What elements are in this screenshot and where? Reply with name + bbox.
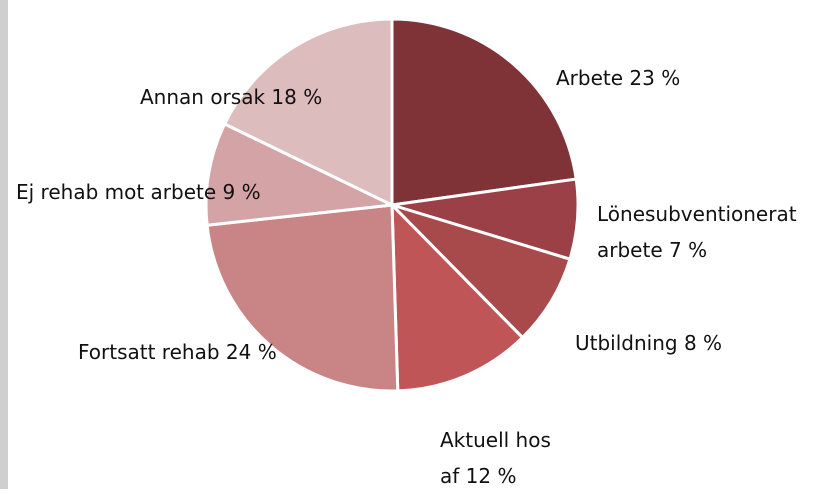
slice-label: Annan orsak 18 % (140, 79, 400, 115)
category-label: Arbete (556, 66, 624, 90)
slice-label: Ej rehab mot arbete 9 % (16, 174, 316, 210)
pie-slice (204, 121, 398, 227)
value-label: 24 % (225, 340, 277, 364)
slice-label: Aktuell hos af 12 % (440, 422, 570, 494)
value-label: 8 % (683, 331, 723, 355)
slice-label: Utbildning 8 % (575, 325, 815, 361)
value-label: 7 % (668, 238, 708, 262)
category-label: Ej rehab mot arbete (16, 180, 217, 204)
slice-label: Fortsatt rehab 24 % (78, 334, 338, 370)
category-label: Utbildning (575, 331, 678, 355)
value-label: 23 % (629, 66, 681, 90)
value-label: 18 % (271, 85, 323, 109)
slice-label: Lönesubventionerat arbete 7 % (597, 196, 822, 268)
slice-label: Arbete 23 % (556, 60, 796, 96)
pie-slice (390, 201, 525, 393)
pie-slice (390, 17, 578, 207)
side-strip (0, 0, 8, 489)
pie-slice (222, 17, 394, 208)
value-label: 9 % (222, 180, 261, 204)
category-label: Aktuell hos af (440, 428, 551, 488)
pie-slice (205, 203, 400, 393)
category-label: Lönesubventionerat arbete (597, 202, 797, 262)
pie-slice (390, 203, 572, 340)
value-label: 12 % (465, 464, 517, 488)
category-label: Fortsatt rehab (78, 340, 220, 364)
category-label: Annan orsak (140, 85, 266, 109)
